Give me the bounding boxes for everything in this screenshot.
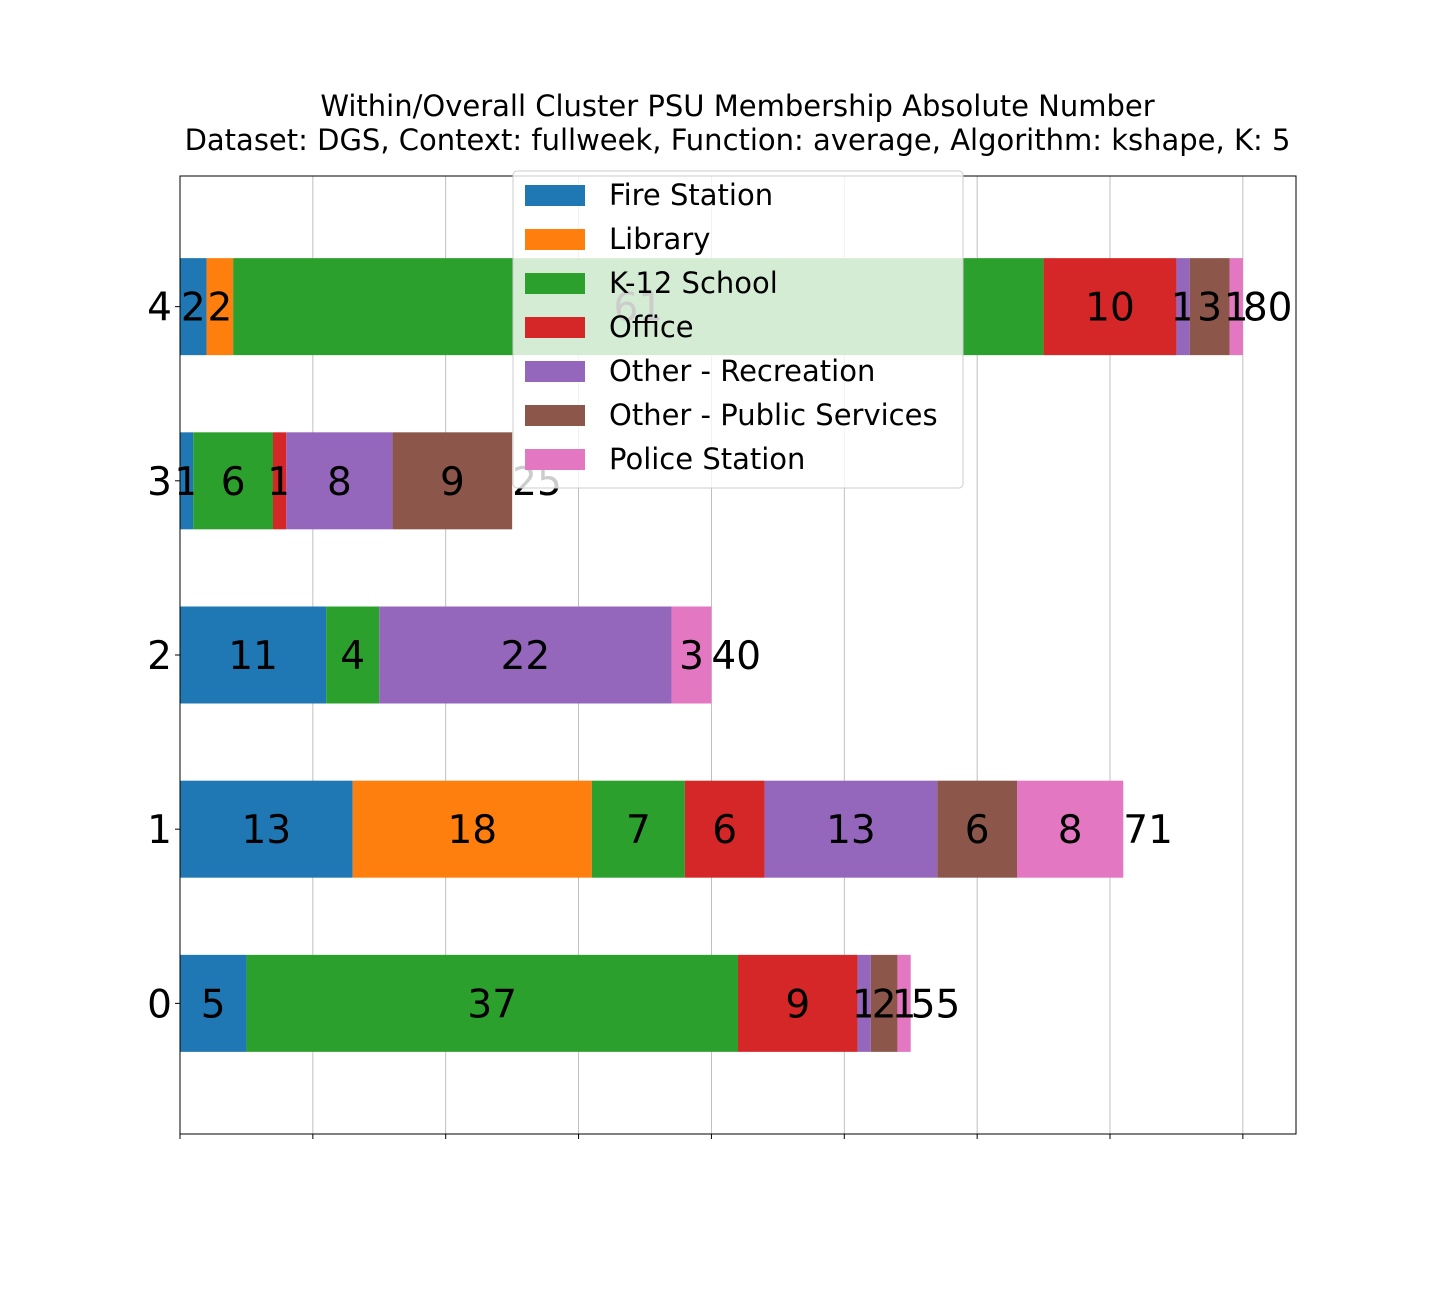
- bar-segment: [180, 954, 247, 1052]
- bar-segment: [1189, 258, 1230, 356]
- bar-value-label: 37: [467, 982, 517, 1027]
- legend-swatch: [525, 273, 585, 294]
- bar-segment: [180, 432, 194, 530]
- legend-swatch: [525, 185, 585, 206]
- bar-value-label: 2: [207, 286, 232, 331]
- bar-segment: [206, 258, 234, 356]
- bar-value-label: 10: [1085, 286, 1135, 331]
- bar-value-label: 6: [965, 808, 990, 853]
- bar-segment: [246, 954, 738, 1052]
- bar-segment: [273, 432, 287, 530]
- bar-segment: [180, 606, 327, 704]
- legend-swatch: [525, 405, 585, 426]
- bar-value-label: 7: [626, 808, 651, 853]
- bar-value-label: 13: [826, 808, 876, 853]
- legend-swatch: [525, 361, 585, 382]
- bar-total-label: 55: [911, 982, 961, 1027]
- bar-value-label: 11: [228, 634, 278, 679]
- bar-value-label: 3: [679, 634, 704, 679]
- bar-segment: [764, 780, 938, 878]
- bar-value-label: 9: [785, 982, 810, 1027]
- bar-segment: [392, 432, 513, 530]
- legend-swatch: [525, 317, 585, 338]
- bar-value-label: 1: [892, 982, 917, 1027]
- bar-value-label: 6: [712, 808, 737, 853]
- y-tick-label: 3: [147, 460, 172, 505]
- bar-segment: [684, 780, 765, 878]
- bar-value-label: 9: [440, 460, 465, 505]
- bar-total-label: 71: [1123, 808, 1173, 853]
- bar-total-label: 80: [1243, 286, 1293, 331]
- legend-label: Library: [609, 222, 710, 256]
- chart-title-line-1: Within/Overall Cluster PSU Membership Ab…: [320, 89, 1155, 123]
- bar-segment: [352, 780, 592, 878]
- legend-label: Police Station: [609, 442, 805, 476]
- bar-value-label: 6: [221, 460, 246, 505]
- bar-value-label: 8: [1058, 808, 1083, 853]
- bar-segment: [591, 780, 685, 878]
- bar-value-label: 2: [872, 982, 897, 1027]
- bar-segment: [1043, 258, 1177, 356]
- bar-value-label: 4: [340, 634, 365, 679]
- bar-segment: [870, 954, 898, 1052]
- y-tick-label: 1: [147, 808, 172, 853]
- bar-segment: [857, 954, 871, 1052]
- bar-segment: [180, 258, 207, 356]
- legend-box: [512, 170, 964, 489]
- bar-segment: [193, 432, 273, 530]
- bar-value-label: 13: [242, 808, 292, 853]
- y-tick-label: 0: [147, 982, 172, 1027]
- bar-segment: [326, 606, 380, 704]
- legend-swatch: [525, 449, 585, 470]
- chart-title-line-2: Dataset: DGS, Context: fullweek, Functio…: [184, 123, 1291, 157]
- bar-segment: [671, 606, 712, 704]
- bar-segment: [897, 954, 911, 1052]
- bar-segment: [1229, 258, 1243, 356]
- bar-value-label: 5: [201, 982, 226, 1027]
- legend-swatch: [525, 229, 585, 250]
- bar-segment: [379, 606, 672, 704]
- legend-label: Other - Public Services: [609, 398, 938, 432]
- bar-segment: [286, 432, 393, 530]
- bar-segment: [937, 780, 1017, 878]
- bar-value-label: 22: [501, 634, 551, 679]
- legend-label: Office: [609, 310, 694, 344]
- bar-value-label: 18: [447, 808, 497, 853]
- legend-label: K-12 School: [609, 266, 778, 300]
- bar-total-label: 40: [711, 634, 761, 679]
- bar-segment: [180, 780, 353, 878]
- legend-label: Fire Station: [609, 178, 773, 212]
- legend-label: Other - Recreation: [609, 354, 875, 388]
- bar-value-label: 2: [181, 286, 206, 331]
- bar-value-label: 8: [327, 460, 352, 505]
- bar-segment: [1017, 780, 1124, 878]
- y-tick-label: 4: [147, 286, 172, 331]
- bar-value-label: 1: [1224, 286, 1249, 331]
- bar-segment: [738, 954, 858, 1052]
- bar-segment: [1176, 258, 1190, 356]
- bar-value-label: 3: [1197, 286, 1222, 331]
- y-tick-label: 2: [147, 634, 172, 679]
